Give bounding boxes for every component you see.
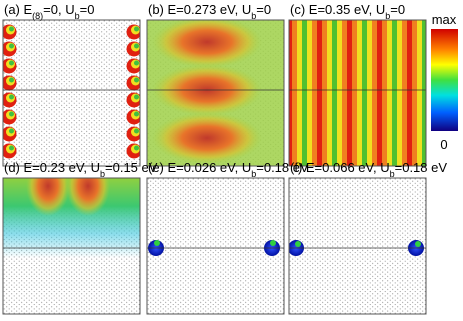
density-stripe — [332, 20, 337, 166]
title-subscript: b — [385, 11, 390, 21]
colorbar-min: 0 — [440, 137, 447, 152]
density-blob — [134, 111, 139, 117]
density-blob — [154, 240, 160, 246]
density-stripe — [327, 20, 332, 166]
colorbar — [431, 29, 458, 131]
density-stripe — [362, 20, 367, 166]
panel-plot — [289, 20, 426, 166]
density-stripe — [417, 20, 422, 166]
title-subscript: b — [75, 11, 80, 21]
title-text: =0 — [256, 2, 271, 17]
density-stripe — [367, 20, 372, 166]
panel-title: (a) E(8)=0, Ub=0 — [4, 2, 94, 21]
density-stripe — [302, 20, 307, 166]
density-blob — [134, 94, 139, 100]
density-blob — [134, 60, 139, 66]
density-blob — [26, 178, 70, 216]
density-stripe — [357, 20, 362, 166]
density-stripe — [289, 20, 292, 166]
title-text: =0 — [80, 2, 95, 17]
panel-frame — [2, 177, 141, 315]
density-stripe — [377, 20, 382, 166]
panel-title: (f) E=0.066 eV, Ub=0.18 eV — [290, 160, 447, 179]
title-text: (c) E=0.35 eV, U — [290, 2, 385, 17]
title-subscript: b — [251, 169, 256, 179]
lattice — [147, 178, 284, 314]
title-subscript: b — [390, 169, 395, 179]
density-stripe — [307, 20, 312, 166]
density-blob — [415, 241, 421, 247]
title-text: (e) E=0.026 eV, U — [148, 160, 251, 175]
density-stripe — [322, 20, 327, 166]
title-subscript: b — [251, 11, 256, 21]
panel-plot — [3, 178, 140, 314]
density-blob — [134, 145, 139, 151]
lattice — [289, 178, 426, 314]
title-text: =0, U — [43, 2, 74, 17]
density-stripe — [297, 20, 302, 166]
density-blob — [9, 77, 14, 83]
title-subscript: b — [100, 169, 105, 179]
density-blob — [270, 240, 276, 246]
panel-title: (c) E=0.35 eV, Ub=0 — [290, 2, 405, 21]
panel-title: (e) E=0.026 eV, Ub=0.18 eV — [148, 160, 309, 179]
panel-frame — [288, 19, 427, 167]
density-stripe — [317, 20, 322, 166]
density-blob — [66, 178, 110, 216]
density-blob — [9, 145, 14, 151]
density-stripe — [402, 20, 407, 166]
density-stripe — [422, 20, 426, 166]
density-blob — [152, 20, 262, 68]
colorbar-max: max — [432, 12, 457, 27]
density-blob — [134, 43, 139, 49]
density-blob — [134, 77, 139, 83]
title-text: =0.18 eV — [395, 160, 448, 175]
density-blob — [9, 60, 14, 66]
density-stripe — [372, 20, 377, 166]
density-blob — [134, 26, 139, 32]
panel-plot — [147, 20, 284, 166]
density-stripe — [407, 20, 412, 166]
density-stripe — [397, 20, 402, 166]
panel-frame — [146, 19, 285, 167]
density-stripe — [387, 20, 392, 166]
title-text: (d) E=0.23 eV, U — [4, 160, 100, 175]
panel-plot — [289, 178, 426, 314]
density-stripe — [352, 20, 357, 166]
density-stripe — [412, 20, 417, 166]
density-stripe — [312, 20, 317, 166]
density-stripe — [342, 20, 347, 166]
density-blob — [295, 241, 301, 247]
density-blob — [9, 26, 14, 32]
lattice — [3, 20, 140, 166]
density-blob — [9, 111, 14, 117]
panel-frame — [2, 19, 141, 167]
panel-frame — [288, 177, 427, 315]
panel-frame — [146, 177, 285, 315]
density-stripe — [392, 20, 397, 166]
title-text: =0 — [390, 2, 405, 17]
density-stripe — [337, 20, 342, 166]
title-text: (b) E=0.273 eV, U — [148, 2, 251, 17]
density-blob — [9, 128, 14, 134]
density-stripe — [292, 20, 297, 166]
title-text: =0.18 eV — [256, 160, 309, 175]
panel-title: (d) E=0.23 eV, Ub=0.15 eV — [4, 160, 158, 179]
title-text: (f) E=0.066 eV, U — [290, 160, 390, 175]
title-text: =0.15 eV — [105, 160, 158, 175]
density-blob — [9, 94, 14, 100]
density-blob — [9, 43, 14, 49]
density-blob — [152, 112, 262, 164]
density-blob — [134, 128, 139, 134]
panel-plot — [147, 178, 284, 314]
density-stripe — [382, 20, 387, 166]
density-stripe — [347, 20, 352, 166]
panel-plot — [3, 20, 140, 166]
panel-title: (b) E=0.273 eV, Ub=0 — [148, 2, 271, 21]
title-text: (a) E — [4, 2, 33, 17]
title-subscript: (8) — [32, 11, 43, 21]
